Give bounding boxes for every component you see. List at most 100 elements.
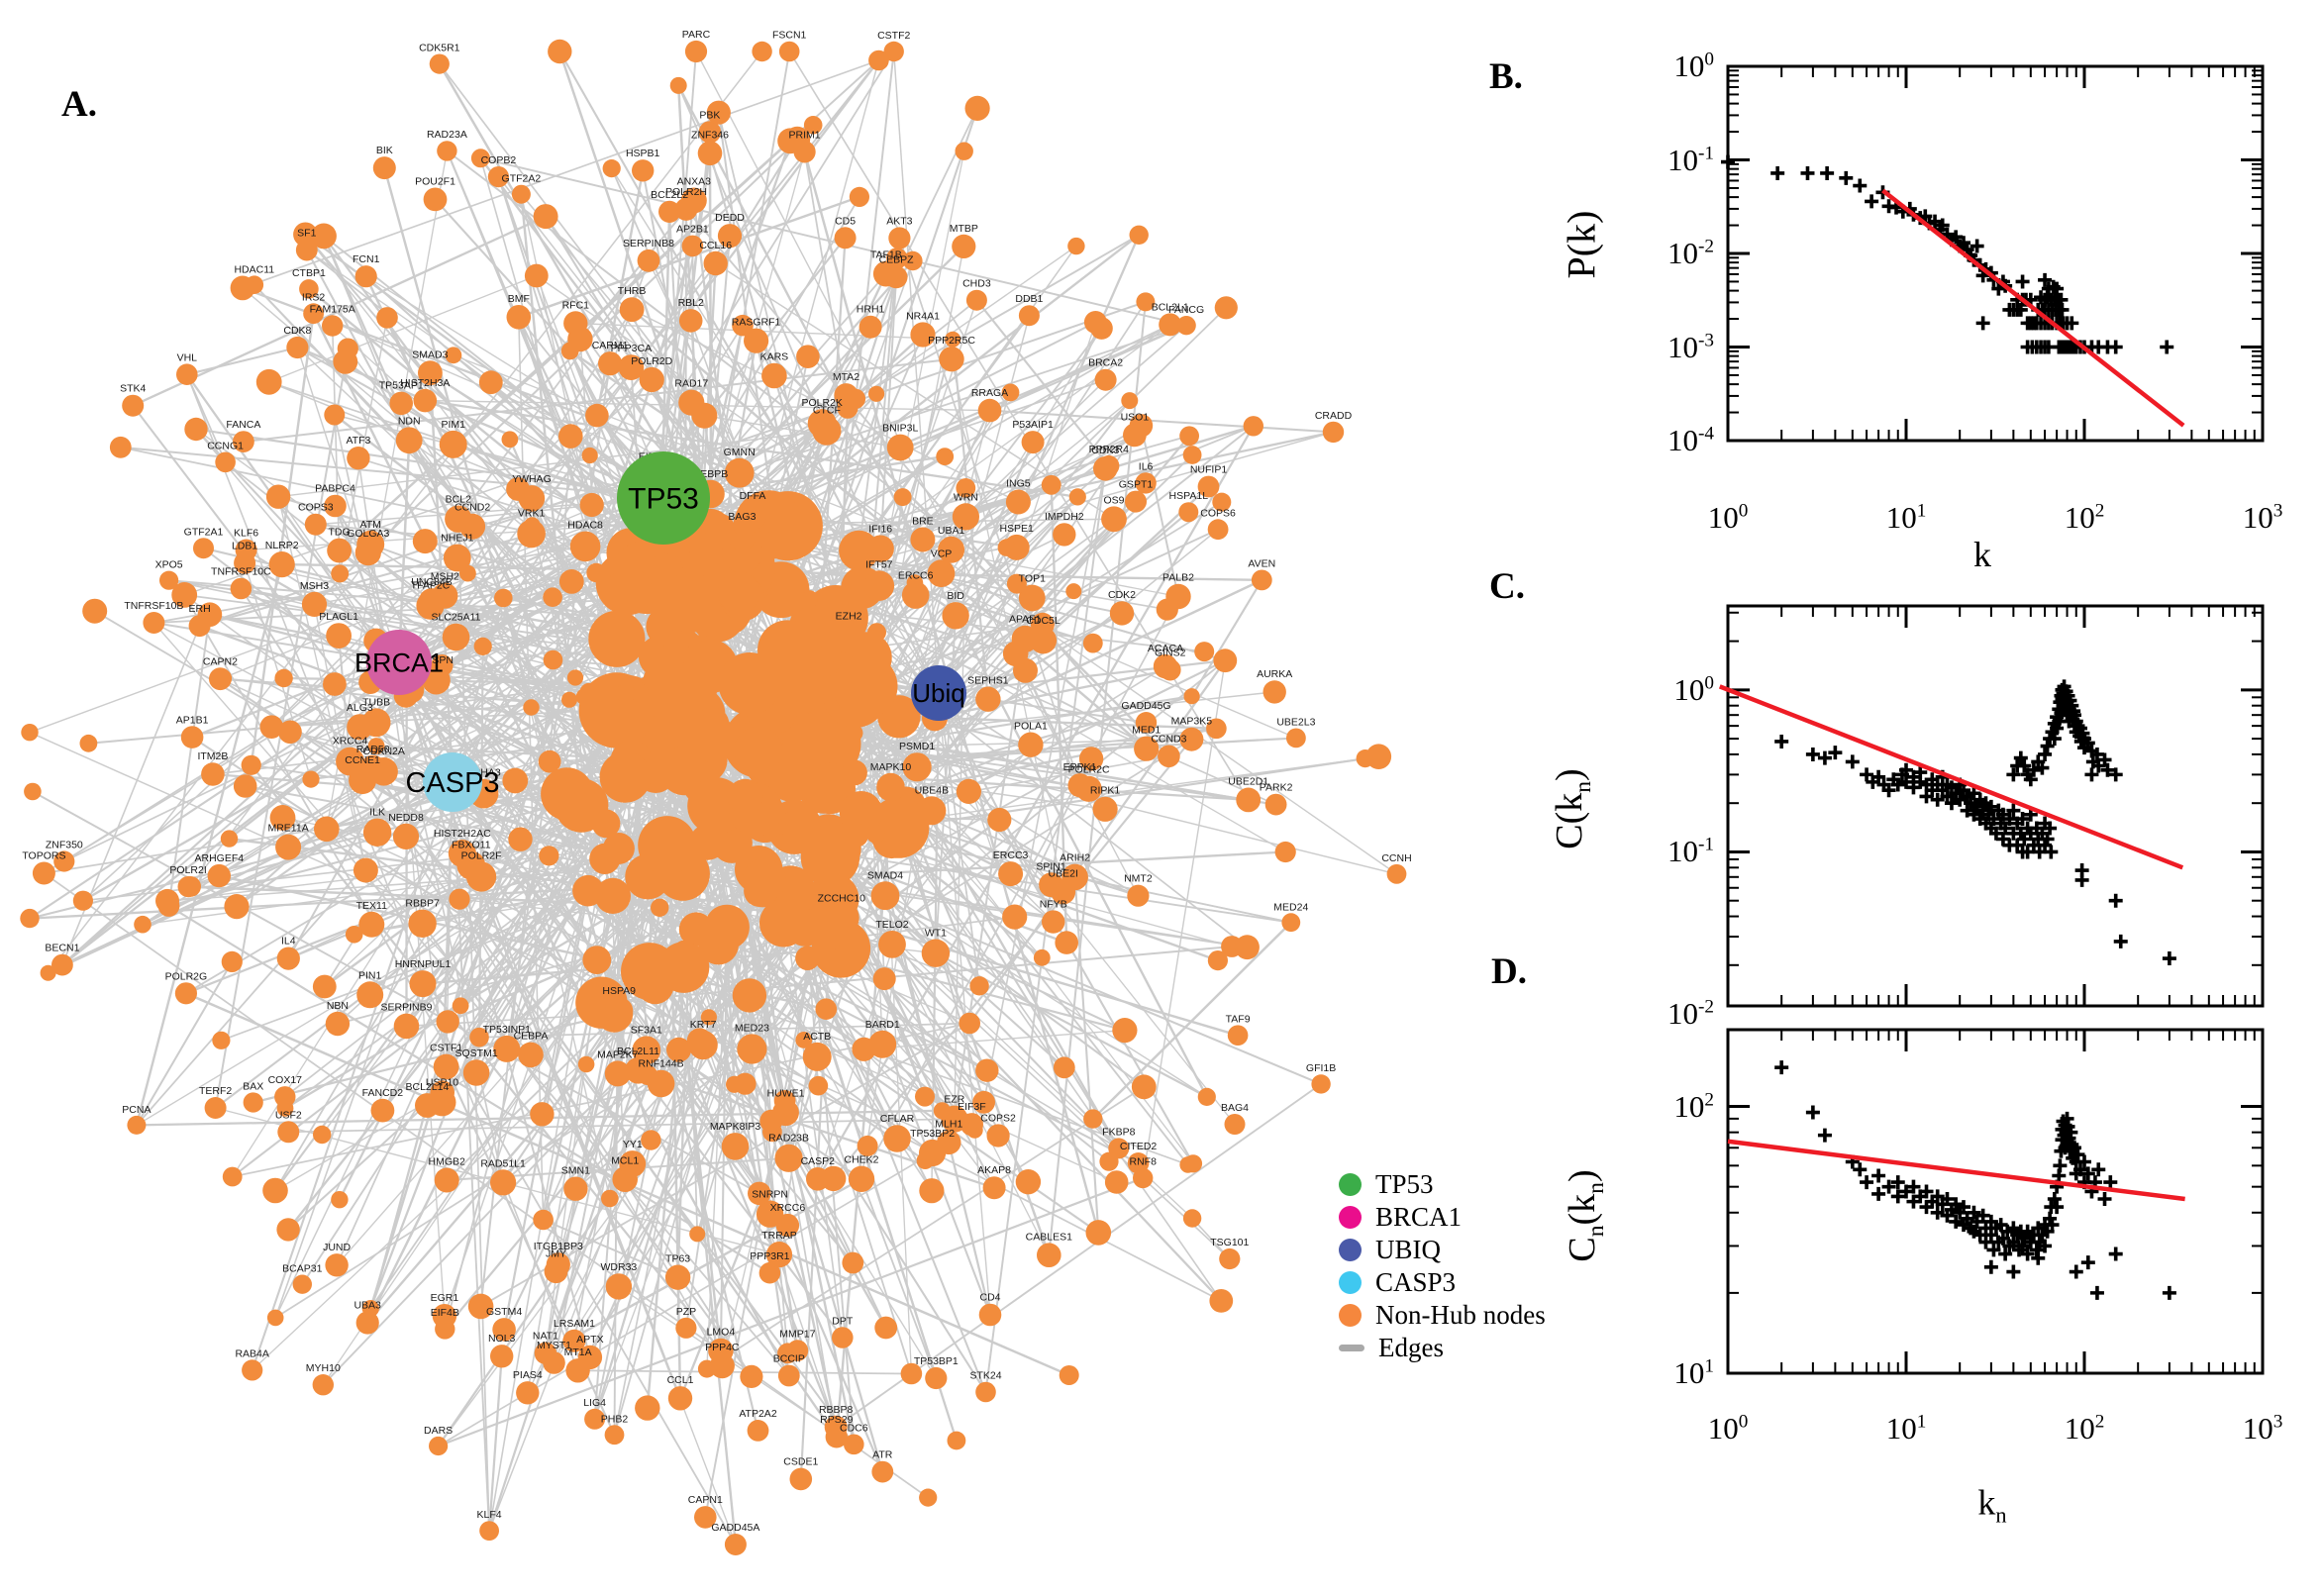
scatter-point — [2047, 732, 2062, 747]
non-hub-node — [857, 1135, 878, 1156]
network-edge — [659, 889, 760, 909]
gene-label: COPS2 — [980, 1113, 1016, 1125]
scatter-point — [2035, 760, 2050, 775]
non-hub-node — [312, 974, 337, 999]
scatter-point — [2108, 893, 2123, 908]
non-hub-node — [418, 360, 443, 386]
scatter-point — [1995, 1231, 2010, 1246]
scatter-point — [2077, 1154, 2091, 1169]
gene-label: UBA1 — [938, 525, 965, 537]
gene-label: FANCD2 — [362, 1087, 404, 1099]
non-hub-node — [927, 559, 956, 588]
non-hub-node — [641, 1130, 661, 1150]
non-hub-node — [452, 997, 469, 1015]
non-hub-node — [24, 782, 42, 801]
non-hub-node — [324, 494, 347, 518]
gene-label: MRE11A — [267, 823, 308, 835]
gene-label: BNIP3L — [882, 423, 918, 435]
non-hub-node — [1127, 1152, 1150, 1174]
hub-label-ubiq: Ubiq — [912, 678, 964, 708]
non-hub-node — [430, 1080, 455, 1105]
non-hub-node — [356, 981, 384, 1009]
gene-label: UBA3 — [354, 1299, 381, 1311]
non-hub-node — [445, 347, 462, 364]
non-hub-node — [1286, 728, 1306, 748]
non-hub-node — [1179, 426, 1199, 447]
gene-label: WT1 — [925, 928, 947, 940]
non-hub-node — [345, 926, 363, 944]
non-hub-node — [888, 227, 911, 249]
gene-label: RPS29 — [820, 1414, 853, 1426]
non-hub-node — [1251, 569, 1272, 591]
non-hub-node — [867, 623, 886, 643]
non-hub-node — [539, 846, 559, 866]
non-hub-node — [230, 577, 252, 600]
gene-label: RAD17 — [674, 378, 708, 390]
gene-label: CSDE1 — [783, 1456, 818, 1468]
gene-label: HMGB2 — [429, 1156, 466, 1168]
gene-label: TP53INP1 — [483, 1024, 532, 1036]
gene-label: EIF4B — [431, 1307, 459, 1319]
network-edge — [1142, 660, 1227, 1179]
gene-label: WDR33 — [601, 1261, 638, 1273]
network-edge — [989, 409, 1334, 434]
gene-label: VCP — [931, 548, 953, 559]
scatter-point — [1817, 1128, 1832, 1143]
panel-label-d: D. — [1491, 951, 1527, 992]
axis-label-cnkn: Cn(kn) — [1562, 1169, 1609, 1262]
gene-label: GSTM4 — [486, 1306, 522, 1318]
non-hub-node — [1041, 474, 1061, 495]
non-hub-node — [727, 778, 763, 815]
gene-label: GMNN — [724, 447, 756, 458]
non-hub-node — [1136, 292, 1156, 312]
non-hub-node — [808, 1075, 829, 1096]
scatter-point — [1845, 754, 1860, 769]
non-hub-node — [389, 391, 414, 416]
network-edge — [706, 1086, 1145, 1370]
network-edge — [770, 1132, 838, 1428]
gene-label: POLR2D — [631, 355, 672, 367]
non-hub-node — [1037, 1243, 1061, 1267]
gene-label: KLF6 — [234, 528, 258, 540]
non-hub-node — [546, 1252, 570, 1277]
non-hub-node — [755, 530, 772, 548]
non-hub-node — [524, 263, 549, 288]
network-edge — [229, 837, 842, 920]
non-hub-node — [800, 604, 823, 626]
gene-label: WRN — [954, 491, 978, 503]
gene-label: NLRP2 — [265, 540, 299, 551]
network-edge — [167, 614, 211, 907]
scatter-point — [2080, 736, 2095, 750]
scatter-point — [1899, 1184, 1913, 1199]
non-hub-node — [815, 998, 838, 1020]
non-hub-node — [20, 908, 40, 929]
non-hub-node — [456, 850, 486, 880]
network-edge — [136, 960, 234, 1126]
scatter-point — [2040, 832, 2055, 847]
non-hub-node — [193, 538, 214, 559]
gene-label: BID — [947, 590, 964, 602]
non-hub-node — [159, 570, 179, 590]
gene-label: PSMD1 — [899, 741, 935, 752]
non-hub-node — [917, 796, 947, 826]
non-hub-node — [347, 447, 370, 470]
gene-label: USP10 — [426, 1077, 458, 1089]
network-edge — [429, 372, 454, 783]
non-hub-node — [1059, 1365, 1079, 1385]
scatter-point — [1721, 154, 1735, 169]
gene-label: CABLES1 — [1026, 1231, 1072, 1243]
non-hub-node — [858, 315, 882, 339]
scatter-point — [2097, 752, 2112, 767]
gene-label: OS9 — [1103, 494, 1124, 506]
non-hub-node — [1207, 950, 1228, 971]
gene-label: ZNF346 — [691, 130, 729, 142]
gene-label: BCL2L1 — [1152, 301, 1189, 313]
scatter-point — [2045, 1218, 2060, 1233]
network-edge — [153, 622, 454, 783]
gene-label: CCND2 — [454, 502, 490, 514]
legend-item-brca1: BRCA1 — [1339, 1201, 1546, 1234]
gene-label: LDB1 — [232, 541, 257, 552]
non-hub-node — [1083, 1109, 1103, 1129]
non-hub-node — [325, 1011, 351, 1037]
